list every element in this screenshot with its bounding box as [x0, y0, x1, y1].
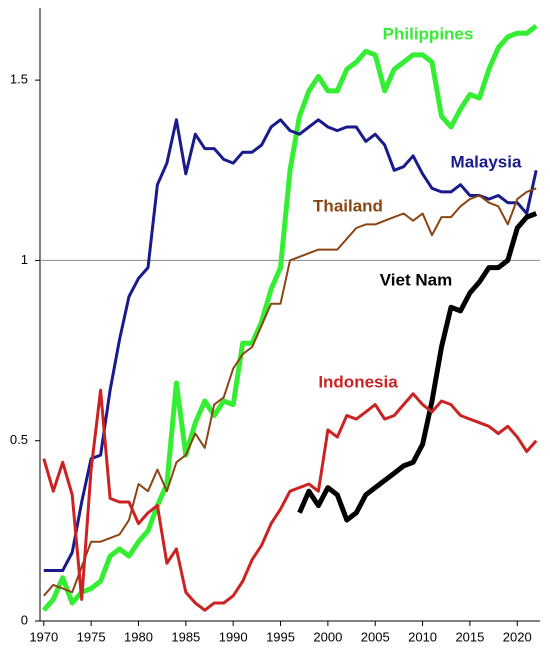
x-tick-label: 2010 — [408, 629, 437, 644]
x-tick-label: 2020 — [503, 629, 532, 644]
x-tick-label: 1980 — [124, 629, 153, 644]
x-tick-label: 1985 — [171, 629, 200, 644]
series-label: Viet Nam — [380, 270, 452, 289]
x-tick-label: 1995 — [266, 629, 295, 644]
y-tick-label: 0 — [21, 612, 28, 627]
y-tick-label: 1.5 — [10, 72, 28, 87]
series-line — [43, 187, 537, 597]
x-tick-label: 1970 — [29, 629, 58, 644]
x-tick-label: 2005 — [361, 629, 390, 644]
x-tick-label: 1975 — [77, 629, 106, 644]
x-tick-label: 1990 — [219, 629, 248, 644]
x-tick-label: 2015 — [455, 629, 484, 644]
series-label: Thailand — [313, 196, 383, 215]
series-line — [43, 118, 538, 572]
series-label: Indonesia — [318, 372, 398, 391]
series-line — [297, 211, 538, 523]
series-label: Malaysia — [451, 152, 522, 171]
series-line — [41, 24, 538, 612]
series-label: Philippines — [383, 24, 474, 43]
y-tick-label: 0.5 — [10, 432, 28, 447]
x-tick-label: 2000 — [313, 629, 342, 644]
series-line — [42, 388, 538, 612]
y-tick-label: 1 — [21, 252, 28, 267]
